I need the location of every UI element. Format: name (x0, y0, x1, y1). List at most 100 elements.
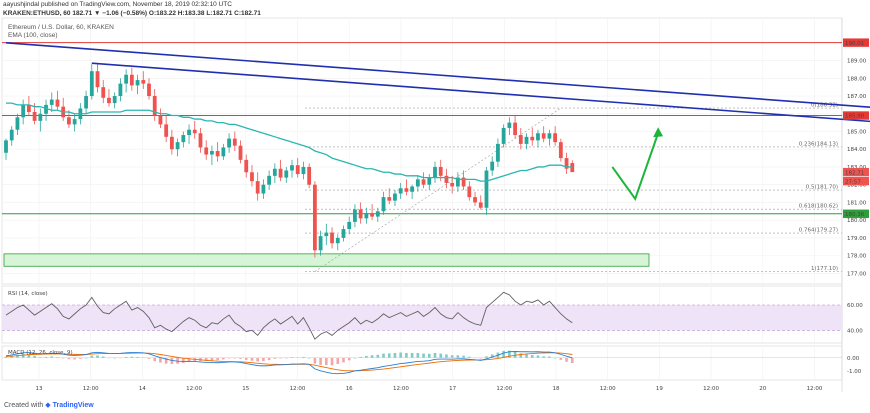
candle (421, 179, 426, 185)
candle (455, 177, 460, 187)
macd-histogram-bar (33, 355, 36, 358)
macd-histogram-bar (370, 355, 374, 358)
y-tick-label: 180.00 (847, 218, 867, 224)
x-tick-label: 12:00 (703, 386, 719, 392)
macd-histogram-bar (73, 357, 76, 360)
candle (444, 175, 449, 183)
candle (267, 175, 272, 185)
macd-histogram-bar (353, 357, 357, 359)
candle (175, 142, 180, 150)
candle (324, 232, 329, 237)
macd-histogram-bar (313, 357, 317, 364)
macd-histogram-bar (508, 350, 511, 358)
candle (518, 135, 523, 144)
candle (187, 129, 191, 136)
macd-histogram-bar (302, 356, 305, 358)
candle (381, 197, 386, 212)
macd-histogram-bar (222, 357, 225, 360)
candle (490, 161, 495, 171)
price-pane (1, 17, 843, 285)
projection-arrow (611, 132, 660, 202)
macd-histogram-bar (250, 357, 254, 361)
x-tick-label: 12:00 (186, 386, 202, 392)
price-tag-label: 27:57 (845, 179, 861, 185)
candle (364, 213, 369, 219)
tradingview-link[interactable]: TradingView (52, 402, 94, 409)
macd-histogram-bar (267, 357, 271, 361)
macd-histogram-bar (525, 354, 528, 358)
macd-histogram-bar (479, 357, 483, 359)
macd-histogram-bar (427, 353, 431, 358)
macd-histogram-bar (262, 357, 265, 362)
candle (507, 122, 512, 128)
ema-legend: EMA (100, close) (8, 32, 58, 39)
candle (21, 104, 26, 118)
candle (335, 237, 340, 244)
macd-histogram-bar (445, 354, 448, 358)
candle (84, 96, 88, 109)
rsi-legend: RSI (14, close) (8, 291, 48, 297)
candle (244, 159, 249, 173)
candle (118, 83, 123, 97)
x-tick-label: 12:00 (496, 386, 512, 392)
candle (232, 138, 237, 146)
fib-label: 0.236(184.13) (799, 141, 838, 147)
fib-label: 0(186.32) (811, 103, 838, 109)
macd-histogram-bar (553, 357, 557, 359)
macd-histogram-bar (4, 356, 8, 358)
macd-histogram-bar (548, 356, 551, 358)
macd-histogram-bar (290, 357, 294, 358)
y-tick-label: 184.00 (847, 147, 867, 153)
x-tick-label: 12:00 (83, 386, 99, 392)
fib-anchor-line (314, 107, 562, 272)
candle (353, 209, 357, 222)
arrow-head-icon (653, 127, 664, 138)
fib-label: 1(177.10) (811, 266, 838, 272)
macd-histogram-bar (536, 355, 540, 358)
candle (375, 211, 380, 217)
candle (415, 179, 420, 187)
candle (9, 129, 14, 141)
candle (393, 193, 397, 201)
candle (141, 80, 146, 84)
macd-histogram-bar (513, 351, 517, 358)
candle (558, 142, 563, 159)
macd-histogram-bar (542, 356, 545, 358)
ema-line (6, 102, 573, 182)
candle (32, 111, 37, 121)
y-tick-label: 177.00 (847, 271, 867, 277)
candle (55, 99, 60, 107)
candle (238, 145, 243, 160)
macd-histogram-bar (101, 356, 105, 358)
candle (4, 140, 8, 153)
macd-legend: MACD (12, 26, close, 9) (8, 350, 73, 356)
candle (410, 186, 415, 192)
candle (26, 104, 31, 112)
candle (484, 170, 489, 208)
macd-histogram-bar (393, 352, 397, 358)
macd-histogram-bar (130, 356, 134, 358)
macd-histogram-bar (147, 357, 151, 359)
macd-histogram-bar (450, 355, 454, 358)
macd-line (5, 351, 573, 375)
symbol-title: Ethereum / U.S. Dollar, 60, KRAKEN (8, 24, 114, 31)
candle (547, 133, 552, 139)
macd-histogram-bar (67, 357, 71, 360)
macd-histogram-bar (10, 355, 14, 358)
candle (461, 177, 466, 187)
fib-label: 0.764(179.27) (799, 228, 838, 234)
macd-histogram-bar (113, 357, 116, 359)
candle (290, 165, 294, 171)
macd-histogram-bar (164, 357, 168, 364)
price-tag-label: 190.01 (845, 41, 864, 47)
candle (318, 236, 323, 251)
macd-histogram-bar (210, 357, 214, 361)
macd-histogram-bar (342, 357, 345, 363)
macd-histogram-bar (187, 357, 191, 362)
price-tag (843, 176, 869, 186)
candle (553, 133, 558, 143)
macd-histogram-bar (61, 357, 65, 359)
rsi-tick-label: 60.00 (847, 303, 863, 309)
publisher-line: aayushjindal published on TradingView.co… (3, 1, 232, 8)
